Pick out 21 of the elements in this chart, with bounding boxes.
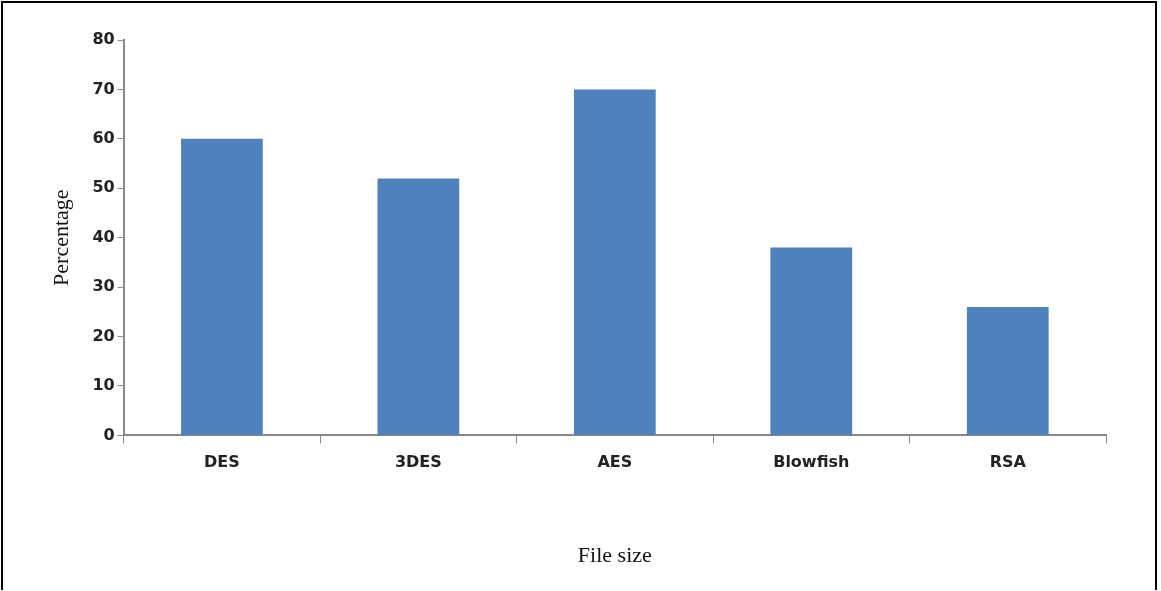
y-tick-label: 10	[92, 375, 115, 395]
y-axis-title: Percentage	[47, 189, 73, 286]
x-tick-label: RSA	[989, 452, 1027, 472]
y-tick-label: 50	[92, 177, 115, 197]
x-axis-title: File size	[577, 541, 652, 567]
y-tick-label: 60	[92, 128, 115, 148]
y-tick-label: 80	[92, 29, 115, 49]
bar	[377, 178, 460, 435]
x-tick-label: 3DES	[394, 452, 442, 472]
x-tick-label: AES	[597, 452, 633, 472]
bar	[966, 306, 1049, 435]
y-tick-label: 40	[92, 226, 115, 246]
bar	[181, 138, 263, 435]
bar	[770, 247, 853, 435]
y-tick-label: 20	[92, 325, 115, 345]
x-tick-label: DES	[204, 452, 240, 472]
bar	[573, 89, 656, 435]
y-tick-label: 30	[92, 276, 115, 296]
y-tick-label: 70	[92, 78, 115, 98]
x-tick-label: Blowfish	[773, 452, 850, 472]
y-tick-label: 0	[103, 424, 115, 444]
